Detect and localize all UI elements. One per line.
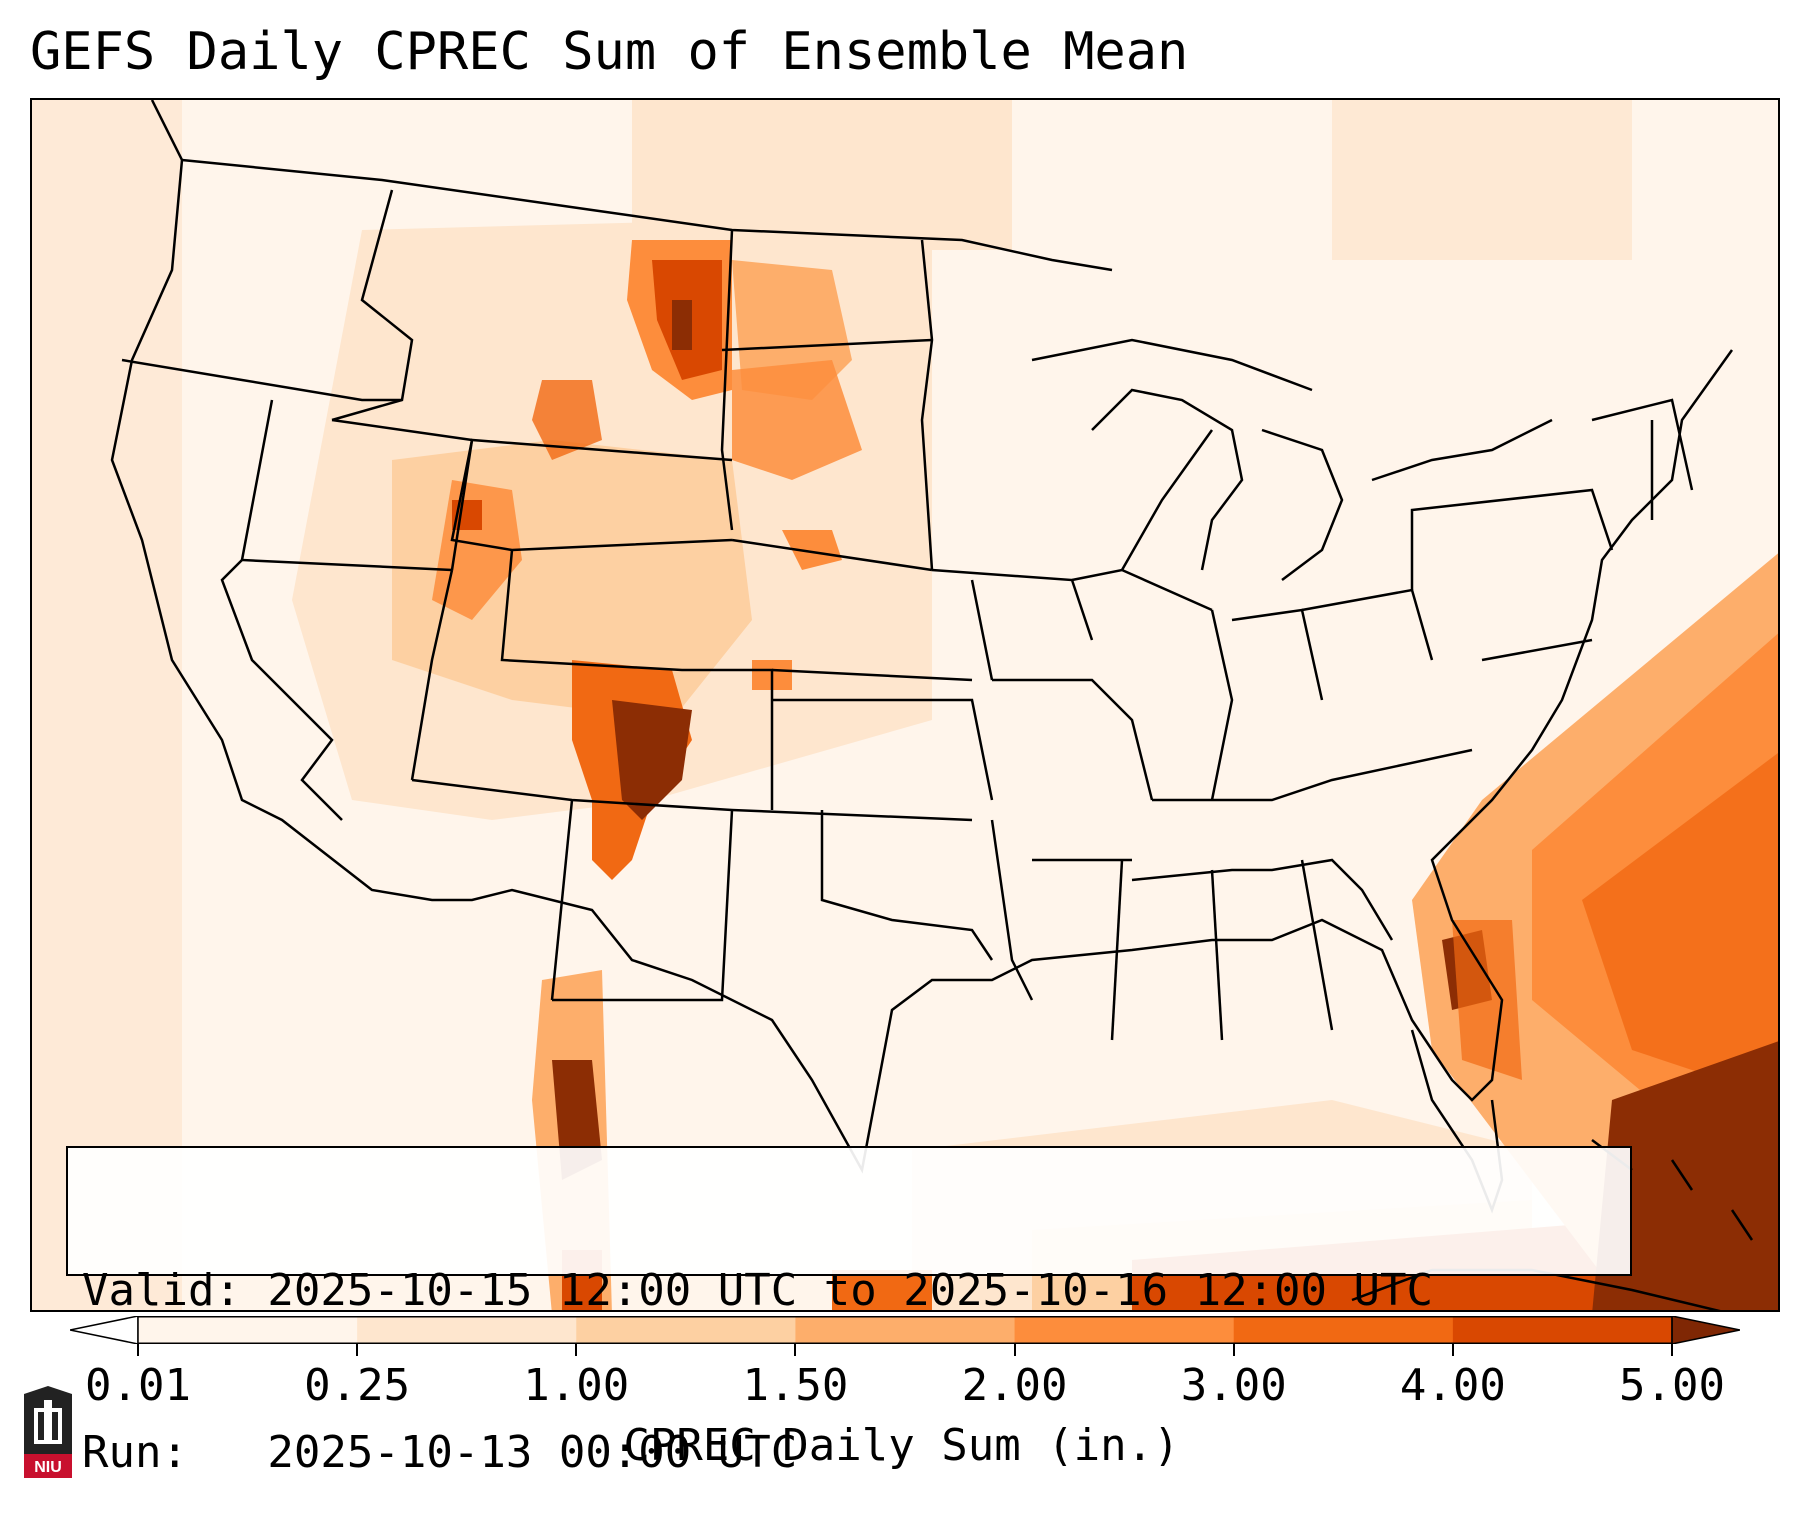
run-time-text: Run: 2025-10-13 00:00 UTC	[82, 1427, 798, 1478]
colorbar-segment	[357, 1316, 577, 1344]
colorbar-tick-label: 4.00	[1399, 1360, 1506, 1411]
colorbar-segment	[1233, 1316, 1454, 1344]
colorbar-tick-mark	[794, 1344, 797, 1356]
colorbar-tick-label: 3.00	[1180, 1360, 1287, 1411]
colorbar-frame	[137, 1316, 1673, 1344]
colorbar-tick-label: 2.00	[961, 1360, 1068, 1411]
colorbar-label: CPREC Daily Sum (in.)	[623, 1420, 1180, 1471]
colorbar-tick-mark	[1671, 1344, 1673, 1356]
niu-logo: NIU	[24, 1386, 72, 1478]
colorbar-tick-mark	[1232, 1344, 1235, 1356]
colorbar-tick-label: 5.00	[1619, 1360, 1725, 1411]
colorbar-segment	[795, 1316, 1016, 1344]
colorbar-segment	[1014, 1316, 1235, 1344]
svg-text:NIU: NIU	[34, 1459, 62, 1476]
colorbar-over-extend	[1671, 1316, 1740, 1344]
colorbar-tick-mark	[356, 1344, 359, 1356]
precipitation-map	[30, 98, 1780, 1312]
colorbar-tick-mark	[137, 1344, 139, 1356]
colorbar-tick-label: 0.25	[304, 1360, 411, 1411]
colorbar-tick-mark	[1013, 1344, 1016, 1356]
precipitation-field	[32, 100, 1778, 1310]
colorbar-segment	[1452, 1316, 1673, 1344]
valid-time-text: Valid: 2025-10-15 12:00 UTC to 2025-10-1…	[82, 1265, 1434, 1316]
colorbar-tick-label: 1.50	[742, 1360, 849, 1411]
map-title: GEFS Daily CPREC Sum of Ensemble Mean	[30, 22, 1189, 82]
colorbar-tick-mark	[1451, 1344, 1454, 1356]
colorbar	[70, 1316, 1740, 1344]
colorbar-segment	[138, 1316, 358, 1344]
colorbar-tick-mark	[575, 1344, 578, 1356]
validity-info-box: Valid: 2025-10-15 12:00 UTC to 2025-10-1…	[66, 1146, 1632, 1478]
map-canvas	[32, 100, 1778, 1310]
colorbar-under-extend	[70, 1316, 139, 1344]
state-boundaries	[110, 100, 1754, 1310]
colorbar-tick-label: 0.01	[85, 1360, 191, 1411]
colorbar-tick-label: 1.00	[523, 1360, 630, 1411]
colorbar-segment	[576, 1316, 796, 1344]
